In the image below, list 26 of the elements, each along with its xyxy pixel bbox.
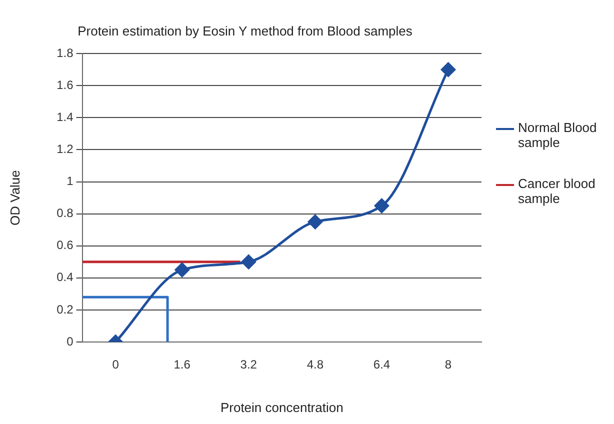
point: [174, 262, 190, 278]
point: [308, 214, 322, 230]
y-tick-label: 1.8: [56, 46, 74, 60]
point: [440, 62, 456, 77]
x-tick-label: 3.2: [240, 358, 258, 372]
legend-label: Normal Blood sample: [518, 120, 598, 150]
y-tick-label: 1.2: [56, 142, 74, 156]
x-tick-label: 0: [112, 358, 120, 372]
legend-label: Cancer blood sample: [518, 176, 596, 206]
point: [241, 254, 256, 270]
x-tick-label: 6.4: [373, 358, 390, 372]
x-tick-label: 1.6: [174, 358, 191, 372]
point: [374, 198, 389, 214]
x-tick-label: 4.8: [306, 358, 324, 372]
y-tick-label: 0.8: [56, 206, 74, 220]
y-tick-label: 0: [66, 334, 74, 348]
y-tick-label: 0.4: [56, 270, 74, 284]
y-tick-label: 1.4: [56, 110, 74, 124]
x-axis-title: Protein concentration: [220, 400, 344, 415]
y-tick-label: 0.6: [56, 238, 74, 252]
y-tick-label: 0.2: [56, 302, 74, 316]
y-tick-label: 1: [66, 174, 74, 188]
y-tick-label: 1.6: [56, 78, 74, 92]
x-tick-label: 8: [444, 358, 452, 372]
y-axis-title: OD Value: [7, 170, 22, 226]
chart-title: Protein estimation by Eosin Y method from Blood samples: [78, 23, 413, 38]
